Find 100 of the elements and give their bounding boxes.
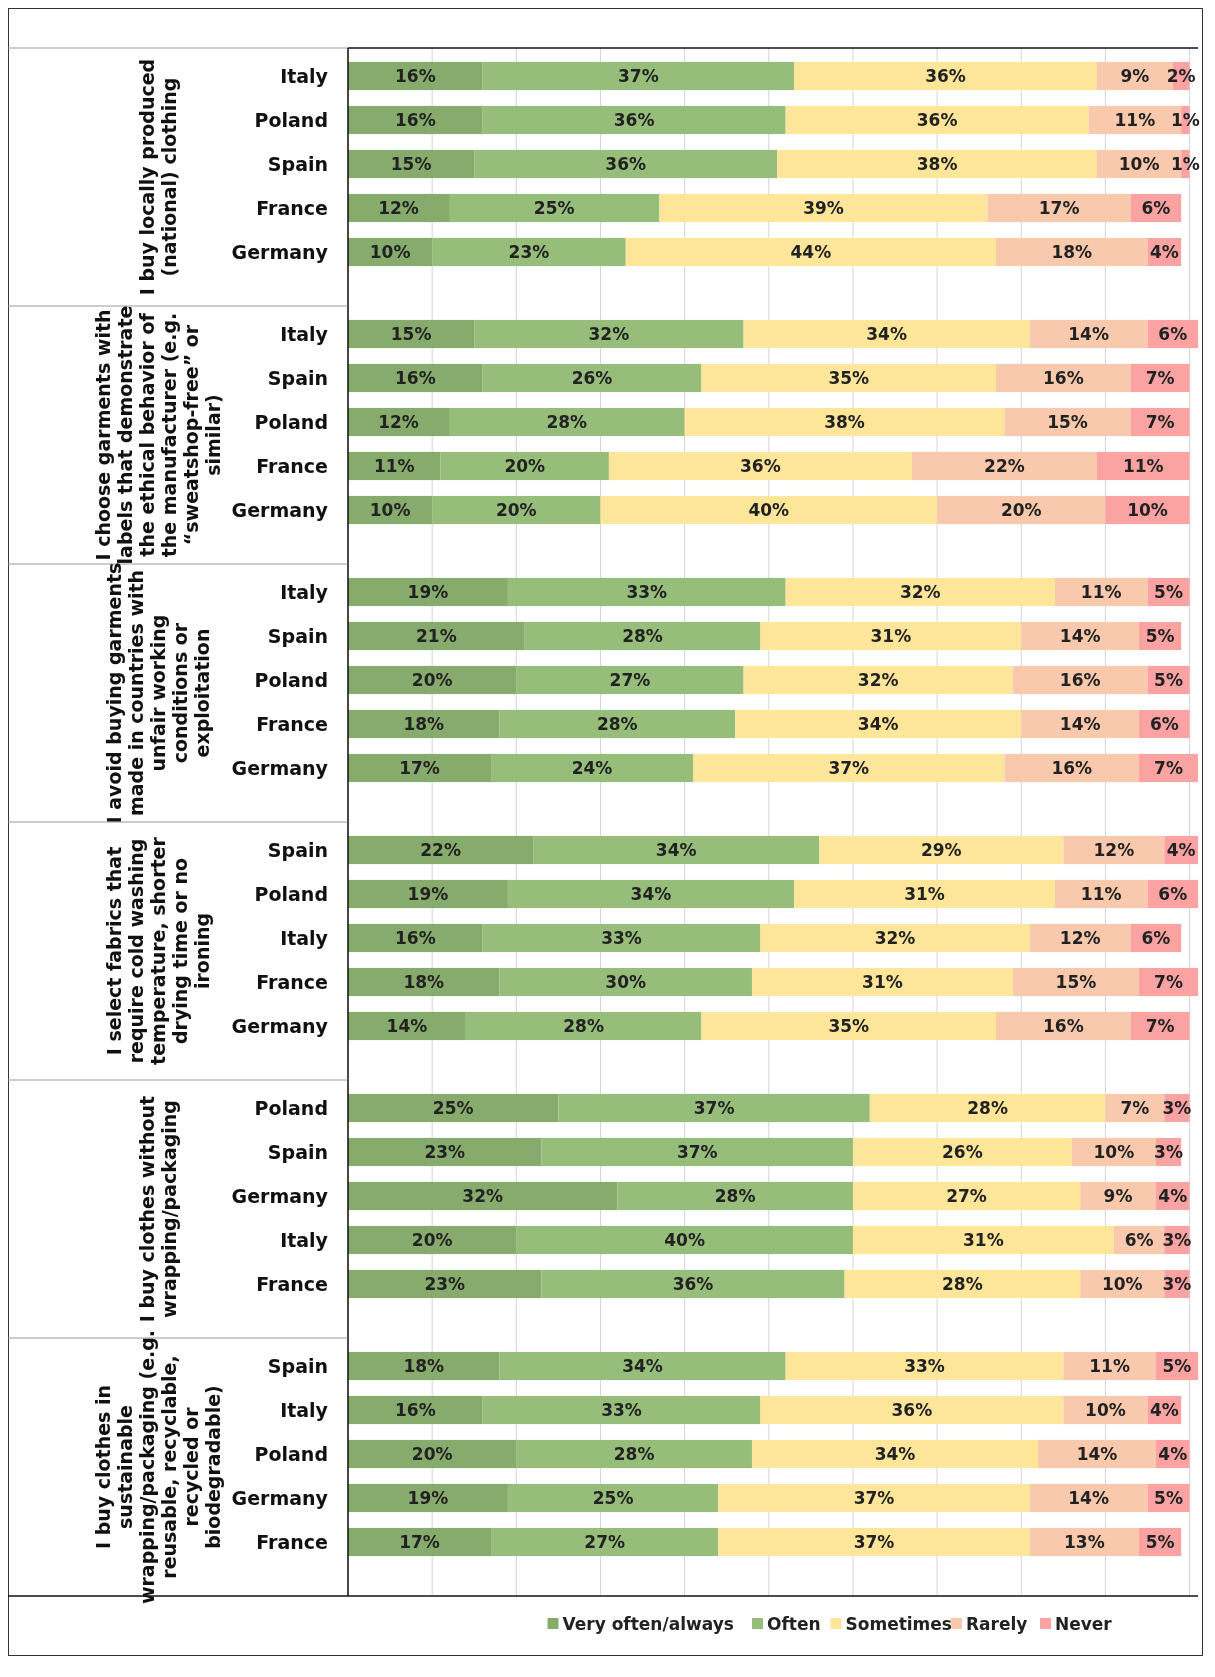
bar bbox=[348, 1439, 517, 1469]
data-label: 34% bbox=[866, 323, 907, 344]
data-label: 39% bbox=[803, 197, 844, 218]
y-tick-label: Spain bbox=[267, 1140, 328, 1163]
data-label: 36% bbox=[672, 1273, 714, 1294]
bar bbox=[348, 1225, 517, 1255]
data-label: 20% bbox=[504, 455, 546, 476]
bar bbox=[348, 621, 525, 651]
data-label: 25% bbox=[432, 1097, 474, 1118]
data-label: 28% bbox=[967, 1097, 1008, 1118]
data-label: 11% bbox=[1080, 883, 1122, 904]
bar bbox=[507, 879, 795, 909]
data-label: 22% bbox=[420, 839, 461, 860]
data-label: 33% bbox=[904, 1355, 945, 1376]
data-label: 25% bbox=[533, 197, 575, 218]
data-label: 5% bbox=[1154, 581, 1183, 602]
data-label: 14% bbox=[1059, 713, 1101, 734]
bar bbox=[348, 923, 483, 953]
bar bbox=[659, 193, 988, 223]
data-label: 34% bbox=[655, 839, 697, 860]
data-label: 4% bbox=[1149, 241, 1179, 262]
data-label: 33% bbox=[626, 581, 668, 602]
bar bbox=[751, 967, 1013, 997]
data-label: 9% bbox=[1120, 65, 1150, 86]
data-label: 10% bbox=[1093, 1141, 1135, 1162]
data-label: 21% bbox=[416, 625, 457, 646]
data-label: 7% bbox=[1145, 1015, 1175, 1036]
bar bbox=[760, 621, 1022, 651]
bar bbox=[701, 1011, 997, 1041]
y-tick-label: Poland bbox=[254, 668, 328, 691]
legend-label: Often bbox=[767, 1613, 821, 1634]
y-tick-label: Germany bbox=[231, 498, 329, 521]
y-tick-label: Italy bbox=[280, 926, 329, 949]
bar bbox=[474, 149, 778, 179]
data-label: 17% bbox=[399, 757, 440, 778]
data-label: 19% bbox=[407, 581, 449, 602]
bar bbox=[348, 363, 483, 393]
bar bbox=[348, 577, 508, 607]
bar bbox=[348, 61, 483, 91]
bar bbox=[440, 451, 609, 481]
data-label: 14% bbox=[1076, 1443, 1118, 1464]
bar bbox=[600, 495, 938, 525]
bar bbox=[617, 1181, 853, 1211]
data-label: 34% bbox=[622, 1355, 663, 1376]
bar bbox=[987, 193, 1131, 223]
data-label: 28% bbox=[563, 1015, 604, 1036]
data-label: 10% bbox=[369, 499, 411, 520]
y-tick-label: Poland bbox=[254, 410, 328, 433]
data-label: 4% bbox=[1158, 1443, 1188, 1464]
legend-label: Very often/always bbox=[562, 1613, 734, 1634]
y-tick-label: France bbox=[256, 1530, 328, 1553]
bar bbox=[348, 1395, 483, 1425]
data-label: 14% bbox=[1068, 1487, 1109, 1508]
data-label: 16% bbox=[394, 65, 436, 86]
data-label: 18% bbox=[1051, 241, 1093, 262]
bar bbox=[819, 835, 1064, 865]
data-label: 6% bbox=[1158, 883, 1188, 904]
data-label: 32% bbox=[899, 581, 941, 602]
y-tick-label: Italy bbox=[280, 580, 329, 603]
y-tick-label: Poland bbox=[254, 882, 328, 905]
data-label: 12% bbox=[1093, 839, 1135, 860]
bar bbox=[432, 495, 601, 525]
data-label: 11% bbox=[373, 455, 415, 476]
bar bbox=[348, 1093, 559, 1123]
y-tick-label: Spain bbox=[267, 624, 328, 647]
bar bbox=[432, 237, 626, 267]
y-tick-label: Germany bbox=[231, 756, 329, 779]
data-label: 28% bbox=[613, 1443, 655, 1464]
data-label: 1% bbox=[1170, 153, 1200, 174]
data-label: 10% bbox=[1085, 1399, 1126, 1420]
bar bbox=[507, 1483, 719, 1513]
data-label: 36% bbox=[916, 109, 958, 130]
bar bbox=[1038, 1439, 1156, 1469]
data-label: 19% bbox=[407, 883, 449, 904]
data-label: 40% bbox=[664, 1229, 705, 1250]
bar bbox=[785, 105, 1089, 135]
bar bbox=[541, 1137, 853, 1167]
bar bbox=[1021, 621, 1140, 651]
bar bbox=[996, 1011, 1131, 1041]
data-label: 13% bbox=[1064, 1531, 1105, 1552]
data-label: 12% bbox=[378, 411, 419, 432]
data-label: 27% bbox=[584, 1531, 626, 1552]
data-label: 29% bbox=[920, 839, 962, 860]
bar bbox=[348, 835, 534, 865]
data-label: 20% bbox=[1000, 499, 1042, 520]
data-label: 14% bbox=[1068, 323, 1109, 344]
data-label: 44% bbox=[790, 241, 832, 262]
bar bbox=[1029, 319, 1148, 349]
bar bbox=[348, 1011, 466, 1041]
data-label: 4% bbox=[1149, 1399, 1179, 1420]
data-label: 16% bbox=[1042, 1015, 1084, 1036]
data-label: 5% bbox=[1145, 1531, 1175, 1552]
y-tick-label: Germany bbox=[231, 240, 329, 263]
data-label: 15% bbox=[390, 153, 432, 174]
bar bbox=[1004, 407, 1131, 437]
data-label: 34% bbox=[857, 713, 899, 734]
y-tick-label: Italy bbox=[280, 1398, 329, 1421]
data-label: 36% bbox=[605, 153, 647, 174]
bar bbox=[996, 237, 1148, 267]
bar bbox=[482, 105, 786, 135]
